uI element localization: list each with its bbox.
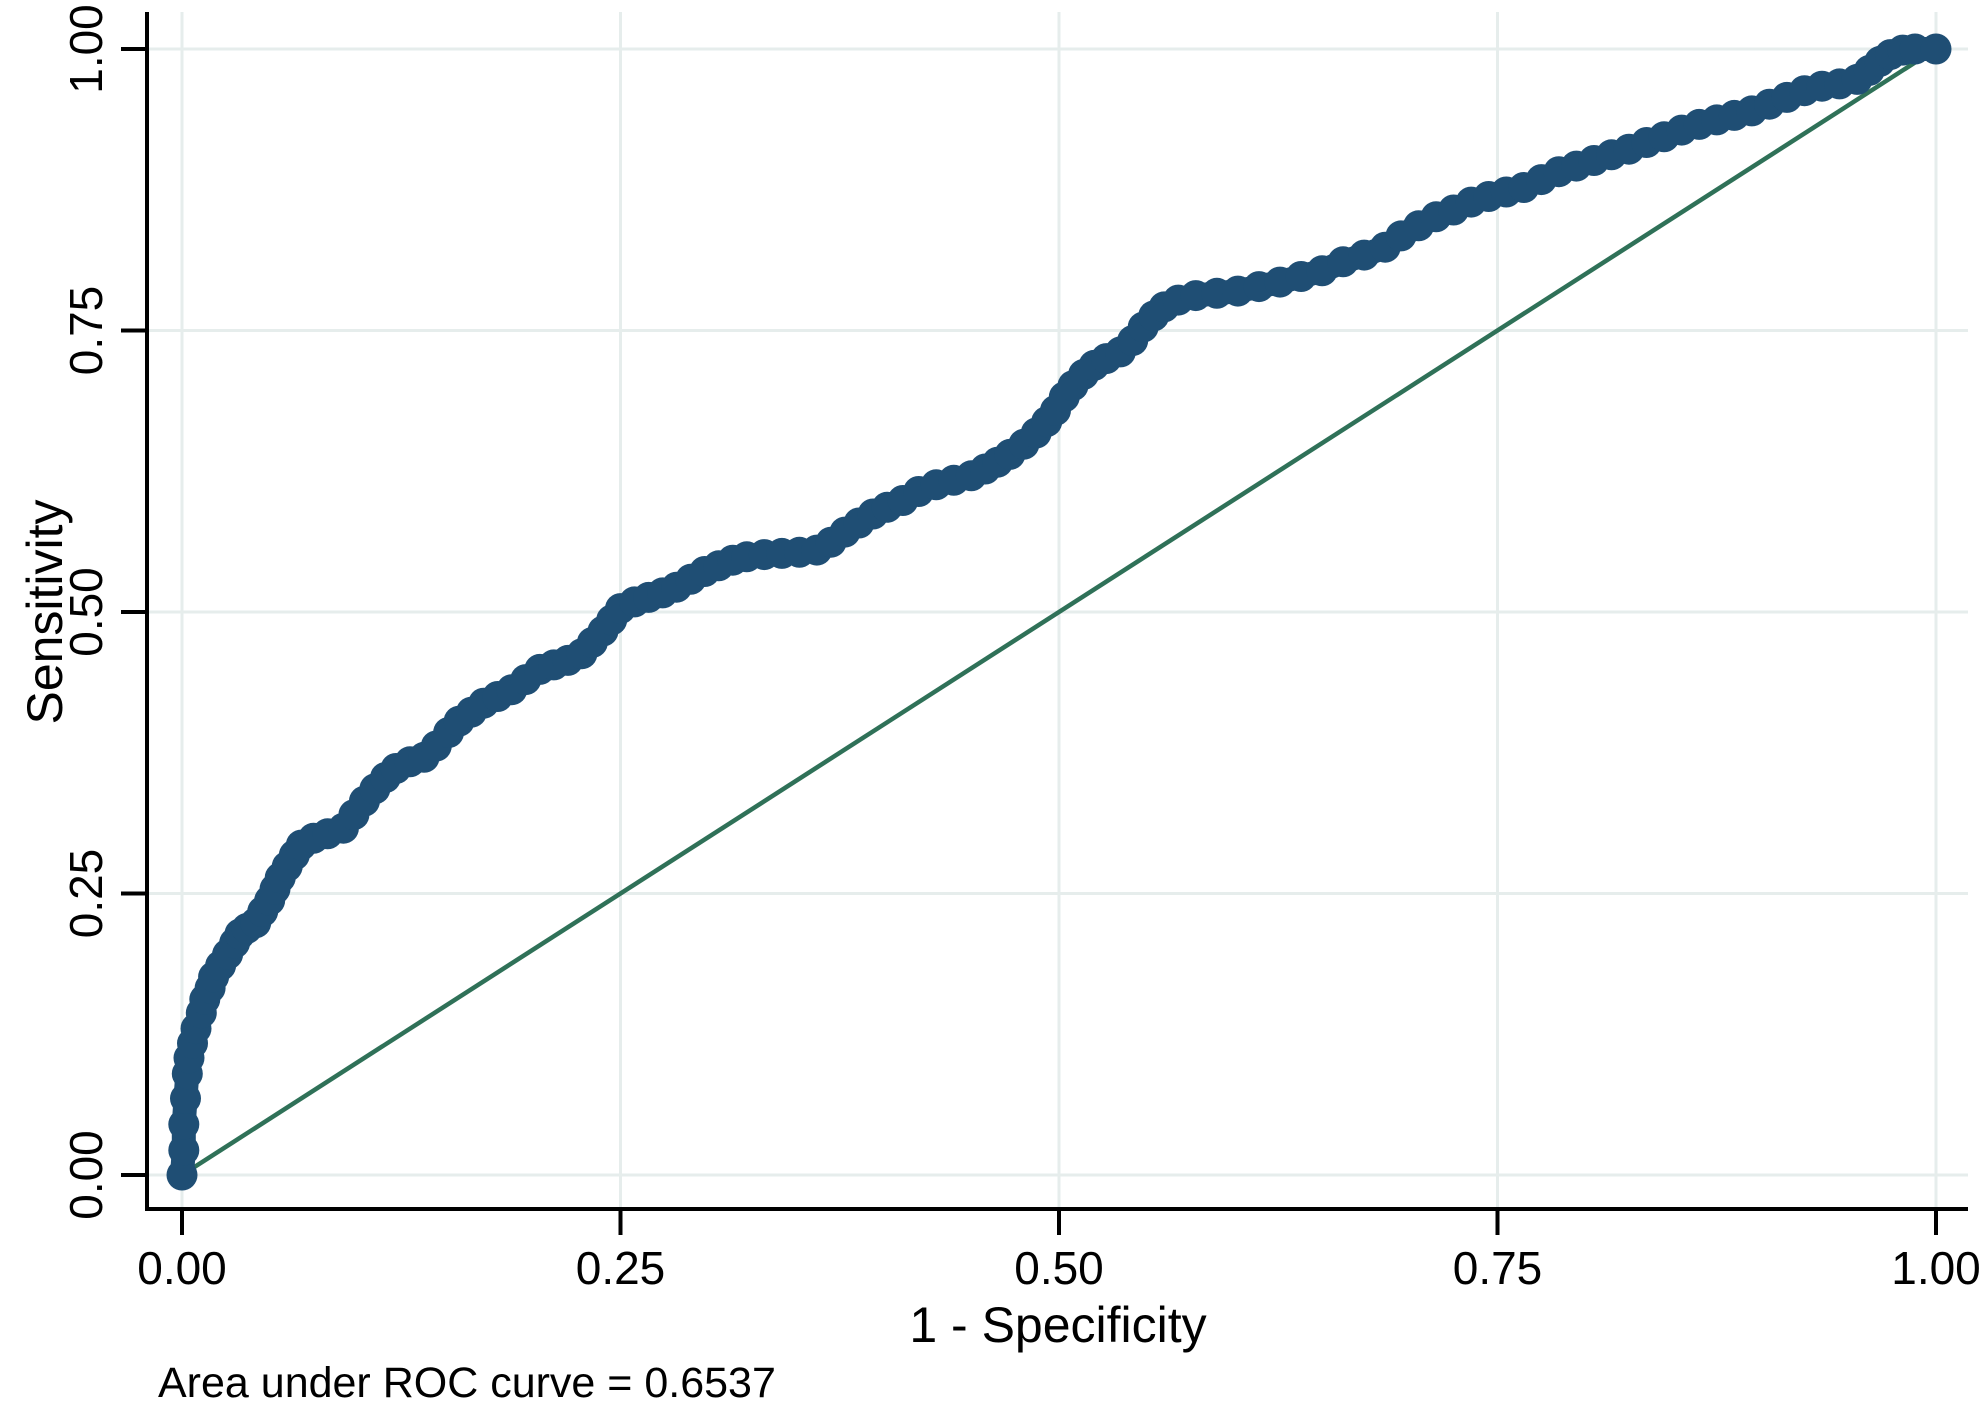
x-tick-label: 0.00 [137,1242,227,1294]
roc-curve-marker [168,1108,200,1140]
auc-annotation: Area under ROC curve = 0.6537 [158,1359,776,1407]
y-tick-label: 0.75 [60,286,112,376]
x-tick-label: 0.50 [1014,1242,1104,1294]
tick-marks [121,47,1938,1235]
y-tick-label: 0.50 [60,567,112,657]
x-tick-label: 1.00 [1891,1242,1981,1294]
y-axis-title: Sensitivity [17,499,73,724]
roc-curve-marker [170,1082,201,1114]
x-axis-title: 1 - Specificity [909,1297,1206,1353]
x-tick-labels: 0.00 0.25 0.50 0.75 1.00 [137,1242,1981,1294]
reference-line [180,47,1938,1177]
y-tick-label: 0.25 [60,849,112,939]
roc-curve-layer [166,33,1952,1191]
reference-line-layer [180,47,1938,1177]
gridlines [147,12,1968,1209]
y-tick-label: 0.00 [60,1130,112,1220]
roc-curve-marker [1920,33,1952,65]
x-tick-label: 0.75 [1453,1242,1543,1294]
roc-curve-marker [168,1134,200,1166]
roc-curve-marker [166,1159,198,1191]
y-tick-labels: 0.00 0.25 0.50 0.75 1.00 [60,4,112,1220]
x-tick-label: 0.25 [576,1242,666,1294]
y-tick-label: 1.00 [60,4,112,94]
